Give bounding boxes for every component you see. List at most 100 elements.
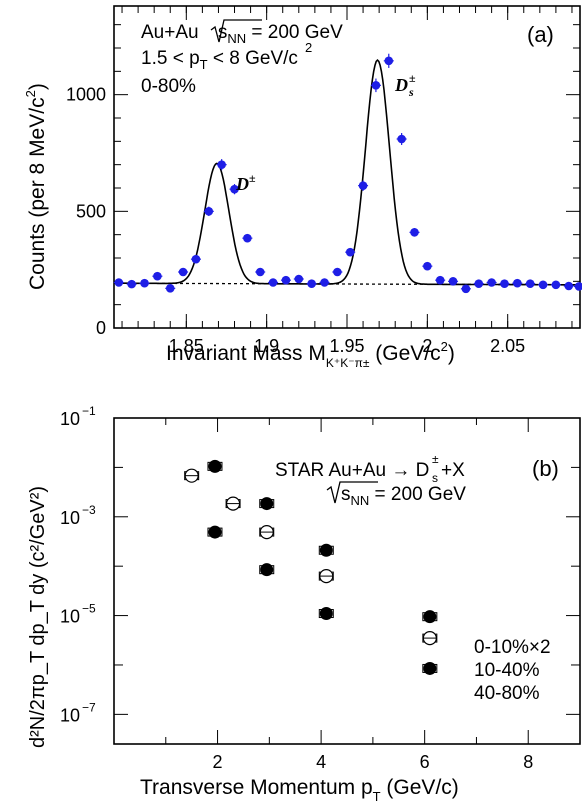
data-point [384,56,394,66]
panel-a-ticks: 1.85 1.9 1.95 2 2.05 0 500 1000 [66,6,580,356]
data-point [307,279,316,288]
panel-b-frame [113,417,581,745]
b-data-point-filled [208,525,222,539]
legend-label-0-10: 0-10%×2 [474,637,551,658]
data-point [538,280,548,290]
data-point [564,281,574,291]
a-xtick-label: 1.9 [254,336,279,356]
a-ylabel-sup: 2 [23,90,38,97]
data-point [230,184,239,194]
b-energy-sqrt-sign [326,481,378,504]
ann2-sub: T [200,57,208,72]
b-xtick-label: 2 [213,752,223,772]
data-point [217,160,226,169]
data-point [574,282,582,291]
a-xlabel-unit: (GeV/c [369,342,440,365]
ann2-b: < 8 GeV/c [208,48,298,69]
a-xtick-label: 2 [422,336,432,356]
b-energy-suffix: = 200 GeV [369,484,466,505]
data-point [255,267,265,277]
data-point [165,284,175,293]
a-xtick-label: 2.05 [490,336,525,356]
a-xtick-label: 1.85 [169,336,204,356]
ann1-suffix: = 200 GeV [246,22,343,43]
peak-label-dplus-main: D [235,174,249,194]
data-point [551,280,561,290]
data-point [127,279,136,289]
b-ytick-label: 10 [60,607,80,627]
b-xtick-label: 4 [316,752,326,772]
data-point [513,278,522,288]
peak-label-dplus: D± [235,171,256,194]
peak-label-ds-sub: s [408,85,414,99]
panel-a-annotation-centrality: 0-80% [141,76,196,97]
b-energy-s: s [341,484,351,505]
ann1-s: s [218,22,228,43]
a-ytick-label: 0 [96,318,106,338]
a-xlabel-sub: K⁺K⁻π± [326,356,370,370]
b-data-point-filled [260,563,274,577]
b-ytick-exponent: −3 [82,503,96,517]
b-data-point-filled [319,607,333,621]
data-point [525,279,535,288]
b-xlabel-unit: (GeV/c) [381,776,459,799]
panel-b-label: (b) [532,456,559,481]
a-xlabel-unit-sup: 2 [441,339,448,354]
a-xlabel-close: ) [448,342,455,365]
panel-b-x-axis-label: Transverse Momentum pT (GeV/c) [140,776,459,804]
panel-b-data-points [184,459,438,675]
panel-a-data-points [113,53,582,294]
ann2-a: 1.5 < p [141,48,200,69]
a-ytick-label: 500 [76,201,106,221]
data-point [333,267,342,277]
b-data-point-filled [208,459,222,473]
data-point [410,228,419,237]
b-energy-sub: NN [351,493,370,508]
b-ylabel-text: d²N/2πp_T dp_T dy (c²/GeV²) [27,486,49,748]
data-point [435,275,445,285]
data-point [345,247,355,257]
data-point [397,134,406,144]
data-point [461,284,471,294]
ann1-prefix: Au+Au [141,22,204,43]
ann1-sub: NN [227,31,246,46]
a-xlabel-main: Invariant Mass M [166,342,326,365]
panel-b-legend: 0-10%×2 10-40% 40-80% [474,637,551,704]
b-title-sub: s [432,471,438,485]
b-xlabel-sub: T [373,789,381,804]
panel-b-ticks: 2 4 6 810−110−310−510−7 [60,404,580,772]
data-point [243,233,252,243]
b-title-a: STAR Au+Au → D [275,460,429,481]
b-xtick-label: 6 [420,752,430,772]
panel-a-annotation-pt: 1.5 < pT < 8 GeV/c [141,48,298,72]
data-point [294,274,304,284]
panel-a-label: (a) [527,22,554,47]
data-point [371,81,381,90]
panel-b-energy: sNN = 200 GeV [341,484,466,508]
panel-b-title: STAR Au+Au → D [275,460,429,481]
peak-label-ds: D [394,75,408,95]
data-point [448,277,458,286]
b-ytick-label: 10 [60,508,80,528]
data-point [358,181,368,190]
b-ytick-label: 10 [60,409,80,429]
panel-a-x-axis-label: Invariant Mass MK⁺K⁻π± (GeV/c2) [166,339,455,370]
b-ytick-exponent: −5 [82,602,96,616]
b-ytick-exponent: −7 [82,700,96,714]
data-point [281,275,291,285]
b-xlabel-main: Transverse Momentum p [140,776,373,799]
b-data-point-filled [260,497,274,511]
data-point [140,278,149,288]
legend-label-10-40: 10-40% [474,660,540,681]
data-point [178,267,188,277]
panel-a-y-axis-label: Counts (per 8 MeV/c2) [23,83,49,290]
b-ytick-exponent: −1 [82,404,96,418]
data-point [487,278,496,287]
data-point [204,207,214,216]
panel-b-pt-spectra: 2 4 6 810−110−310−510−7 (b) STAR Au+Au → D … [27,404,581,804]
b-title-b: +X [441,460,465,481]
b-data-point-filled [319,543,333,557]
ann2-sup-2: 2 [305,40,312,55]
b-title-sup: ± [432,452,439,466]
